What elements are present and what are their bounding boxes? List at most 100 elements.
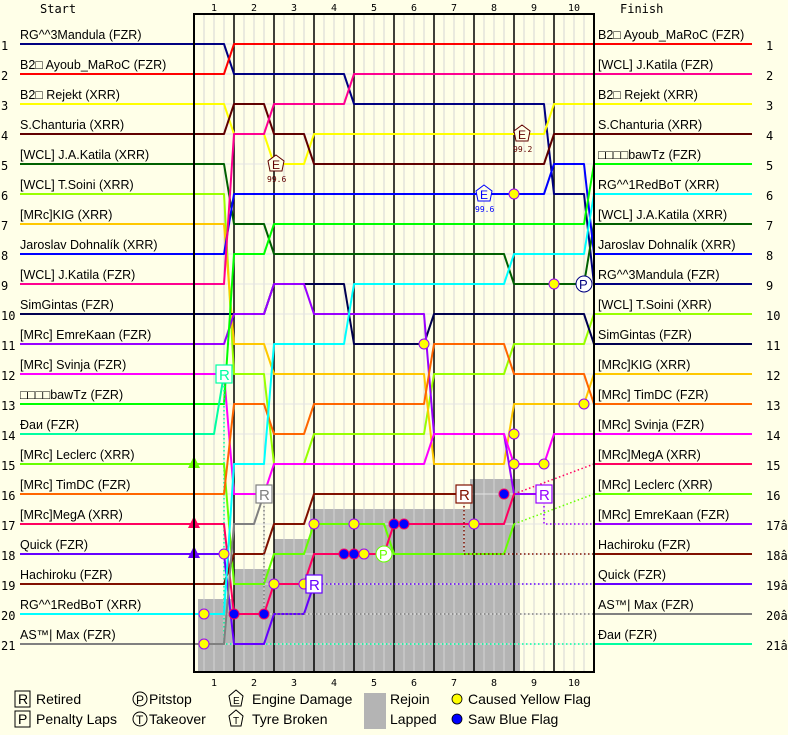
- driver-line: [20, 553, 315, 645]
- engine-damage-percent: 99.2: [513, 145, 532, 154]
- yellow-flag-icon: [268, 578, 280, 590]
- retired-label: R: [259, 487, 270, 504]
- finish-driver-name: [MRc] Leclerc (XRR): [598, 478, 713, 492]
- start-position-number: 21: [1, 639, 15, 653]
- blue-flag-icon: [348, 548, 360, 560]
- engine-damage-icon: [475, 184, 493, 202]
- driver-line: [20, 373, 225, 435]
- start-header: Start: [40, 2, 76, 16]
- lap-tick-bottom: 2: [251, 678, 257, 689]
- lap-tick-bottom: 1: [211, 678, 217, 689]
- driver-line: [20, 343, 595, 495]
- finish-driver-name: [WCL] T.Soini (XRR): [598, 298, 712, 312]
- finish-driver-name: Quick (FZR): [598, 568, 666, 582]
- driver-line: [20, 493, 265, 645]
- start-position-number: 10: [1, 309, 15, 323]
- legend-takeover-symbol: T: [136, 713, 144, 727]
- driver-line: [20, 223, 595, 465]
- driver-line: [20, 493, 464, 585]
- finish-position-number: 7: [766, 219, 773, 233]
- start-position-number: 15: [1, 459, 15, 473]
- pitstop-icon: [375, 545, 393, 563]
- lap-tick-bottom: 6: [411, 678, 417, 689]
- finish-driver-name: AS™| Max (FZR): [598, 598, 694, 612]
- engine-damage-percent: 99.6: [267, 175, 286, 184]
- driver-line: [20, 73, 594, 285]
- legend-penalty-laps-symbol: P: [18, 711, 27, 727]
- start-driver-name: [WCL] J.A.Katila (XRR): [20, 148, 149, 162]
- start-position-number: 17: [1, 519, 15, 533]
- retired-icon: [215, 364, 233, 384]
- start-driver-name: [MRc] Leclerc (XRR): [20, 448, 135, 462]
- yellow-flag-icon: [198, 608, 210, 620]
- finish-driver-name: [MRc] EmreKaan (FZR): [598, 508, 729, 522]
- legend-retired-icon: [14, 690, 31, 708]
- start-driver-name: S.Chanturia (XRR): [20, 118, 124, 132]
- start-driver-name: [WCL] J.Katila (FZR): [20, 268, 135, 282]
- legend-pitstop-symbol: P: [136, 693, 144, 707]
- pitstop-label: P: [579, 277, 588, 292]
- yellow-flag-icon: [548, 278, 560, 290]
- start-driver-name: RG^^1RedBoT (XRR): [20, 598, 141, 612]
- start-driver-name: Hachiroku (FZR): [20, 568, 112, 582]
- pitstop-label: P: [379, 547, 388, 562]
- retired-label: R: [309, 577, 320, 594]
- yellow-flag-icon: [468, 518, 480, 530]
- yellow-flag-icon: [198, 638, 210, 650]
- engine-damage-symbol: E: [480, 188, 488, 202]
- lapped-region: [470, 479, 520, 672]
- legend-engine-damage-symbol: E: [233, 696, 240, 707]
- pitstop-icon: [575, 275, 593, 293]
- finish-driver-name: Hachiroku (FZR): [598, 538, 690, 552]
- legend-caused-yellow-flag-icon: [451, 693, 463, 705]
- retired-icon: [535, 484, 553, 504]
- finish-position-number: 12: [766, 369, 780, 383]
- finish-position-number: 3: [766, 99, 773, 113]
- start-driver-name: SimGintas (FZR): [20, 298, 114, 312]
- start-driver-name: □□□□bawTz (FZR): [20, 388, 123, 402]
- legend-pitstop-label: Pitstop: [149, 691, 192, 707]
- lap-tick-top: 7: [451, 3, 457, 14]
- lap-tick-bottom: 10: [568, 678, 580, 689]
- start-position-number: 16: [1, 489, 15, 503]
- retired-icon: [455, 484, 473, 504]
- start-position-number: 7: [1, 219, 8, 233]
- lapped-region: [274, 539, 310, 672]
- start-position-number: 19: [1, 579, 15, 593]
- lap-tick-bottom: 7: [451, 678, 457, 689]
- finish-driver-name: [MRc] TimDC (FZR): [598, 388, 708, 402]
- start-position-number: 11: [1, 339, 15, 353]
- finish-position-number: 18â: [766, 549, 788, 563]
- start-driver-name: [WCL] T.Soini (XRR): [20, 178, 134, 192]
- driver-line-dotted: [463, 494, 594, 555]
- finish-driver-name: [MRc]MegA (XRR): [598, 448, 701, 462]
- driver-line: [20, 163, 595, 255]
- yellow-flag-icon: [358, 548, 370, 560]
- retired-label: R: [219, 367, 230, 384]
- blue-flag-icon: [388, 518, 400, 530]
- lap-tick-bottom: 8: [491, 678, 497, 689]
- finish-position-number: 4: [766, 129, 773, 143]
- finish-driver-name: [MRc] Svinja (FZR): [598, 418, 704, 432]
- legend-penalty-laps-label: Penalty Laps: [36, 711, 117, 727]
- blue-flag-icon: [338, 548, 350, 560]
- retired-label: R: [459, 487, 470, 504]
- driver-line: [20, 373, 594, 495]
- lap-tick-top: 5: [371, 3, 377, 14]
- engine-damage-icon: [267, 154, 285, 172]
- driver-line: [20, 43, 595, 285]
- finish-position-number: 14: [766, 429, 780, 443]
- lap-tick-top: 10: [568, 3, 580, 14]
- legend-pitstop-icon: [132, 691, 148, 707]
- lap-tick-top: 1: [211, 3, 217, 14]
- lap-tick-top: 9: [531, 3, 537, 14]
- start-position-number: 8: [1, 249, 8, 263]
- blue-flag-icon: [258, 608, 270, 620]
- start-position-number: 13: [1, 399, 15, 413]
- driver-line: [20, 193, 595, 615]
- finish-position-number: 21â: [766, 639, 788, 653]
- start-position-number: 4: [1, 129, 8, 143]
- finish-position-number: 11: [766, 339, 780, 353]
- blue-flag-icon: [398, 518, 410, 530]
- finish-driver-name: [WCL] J.Katila (FZR): [598, 58, 713, 72]
